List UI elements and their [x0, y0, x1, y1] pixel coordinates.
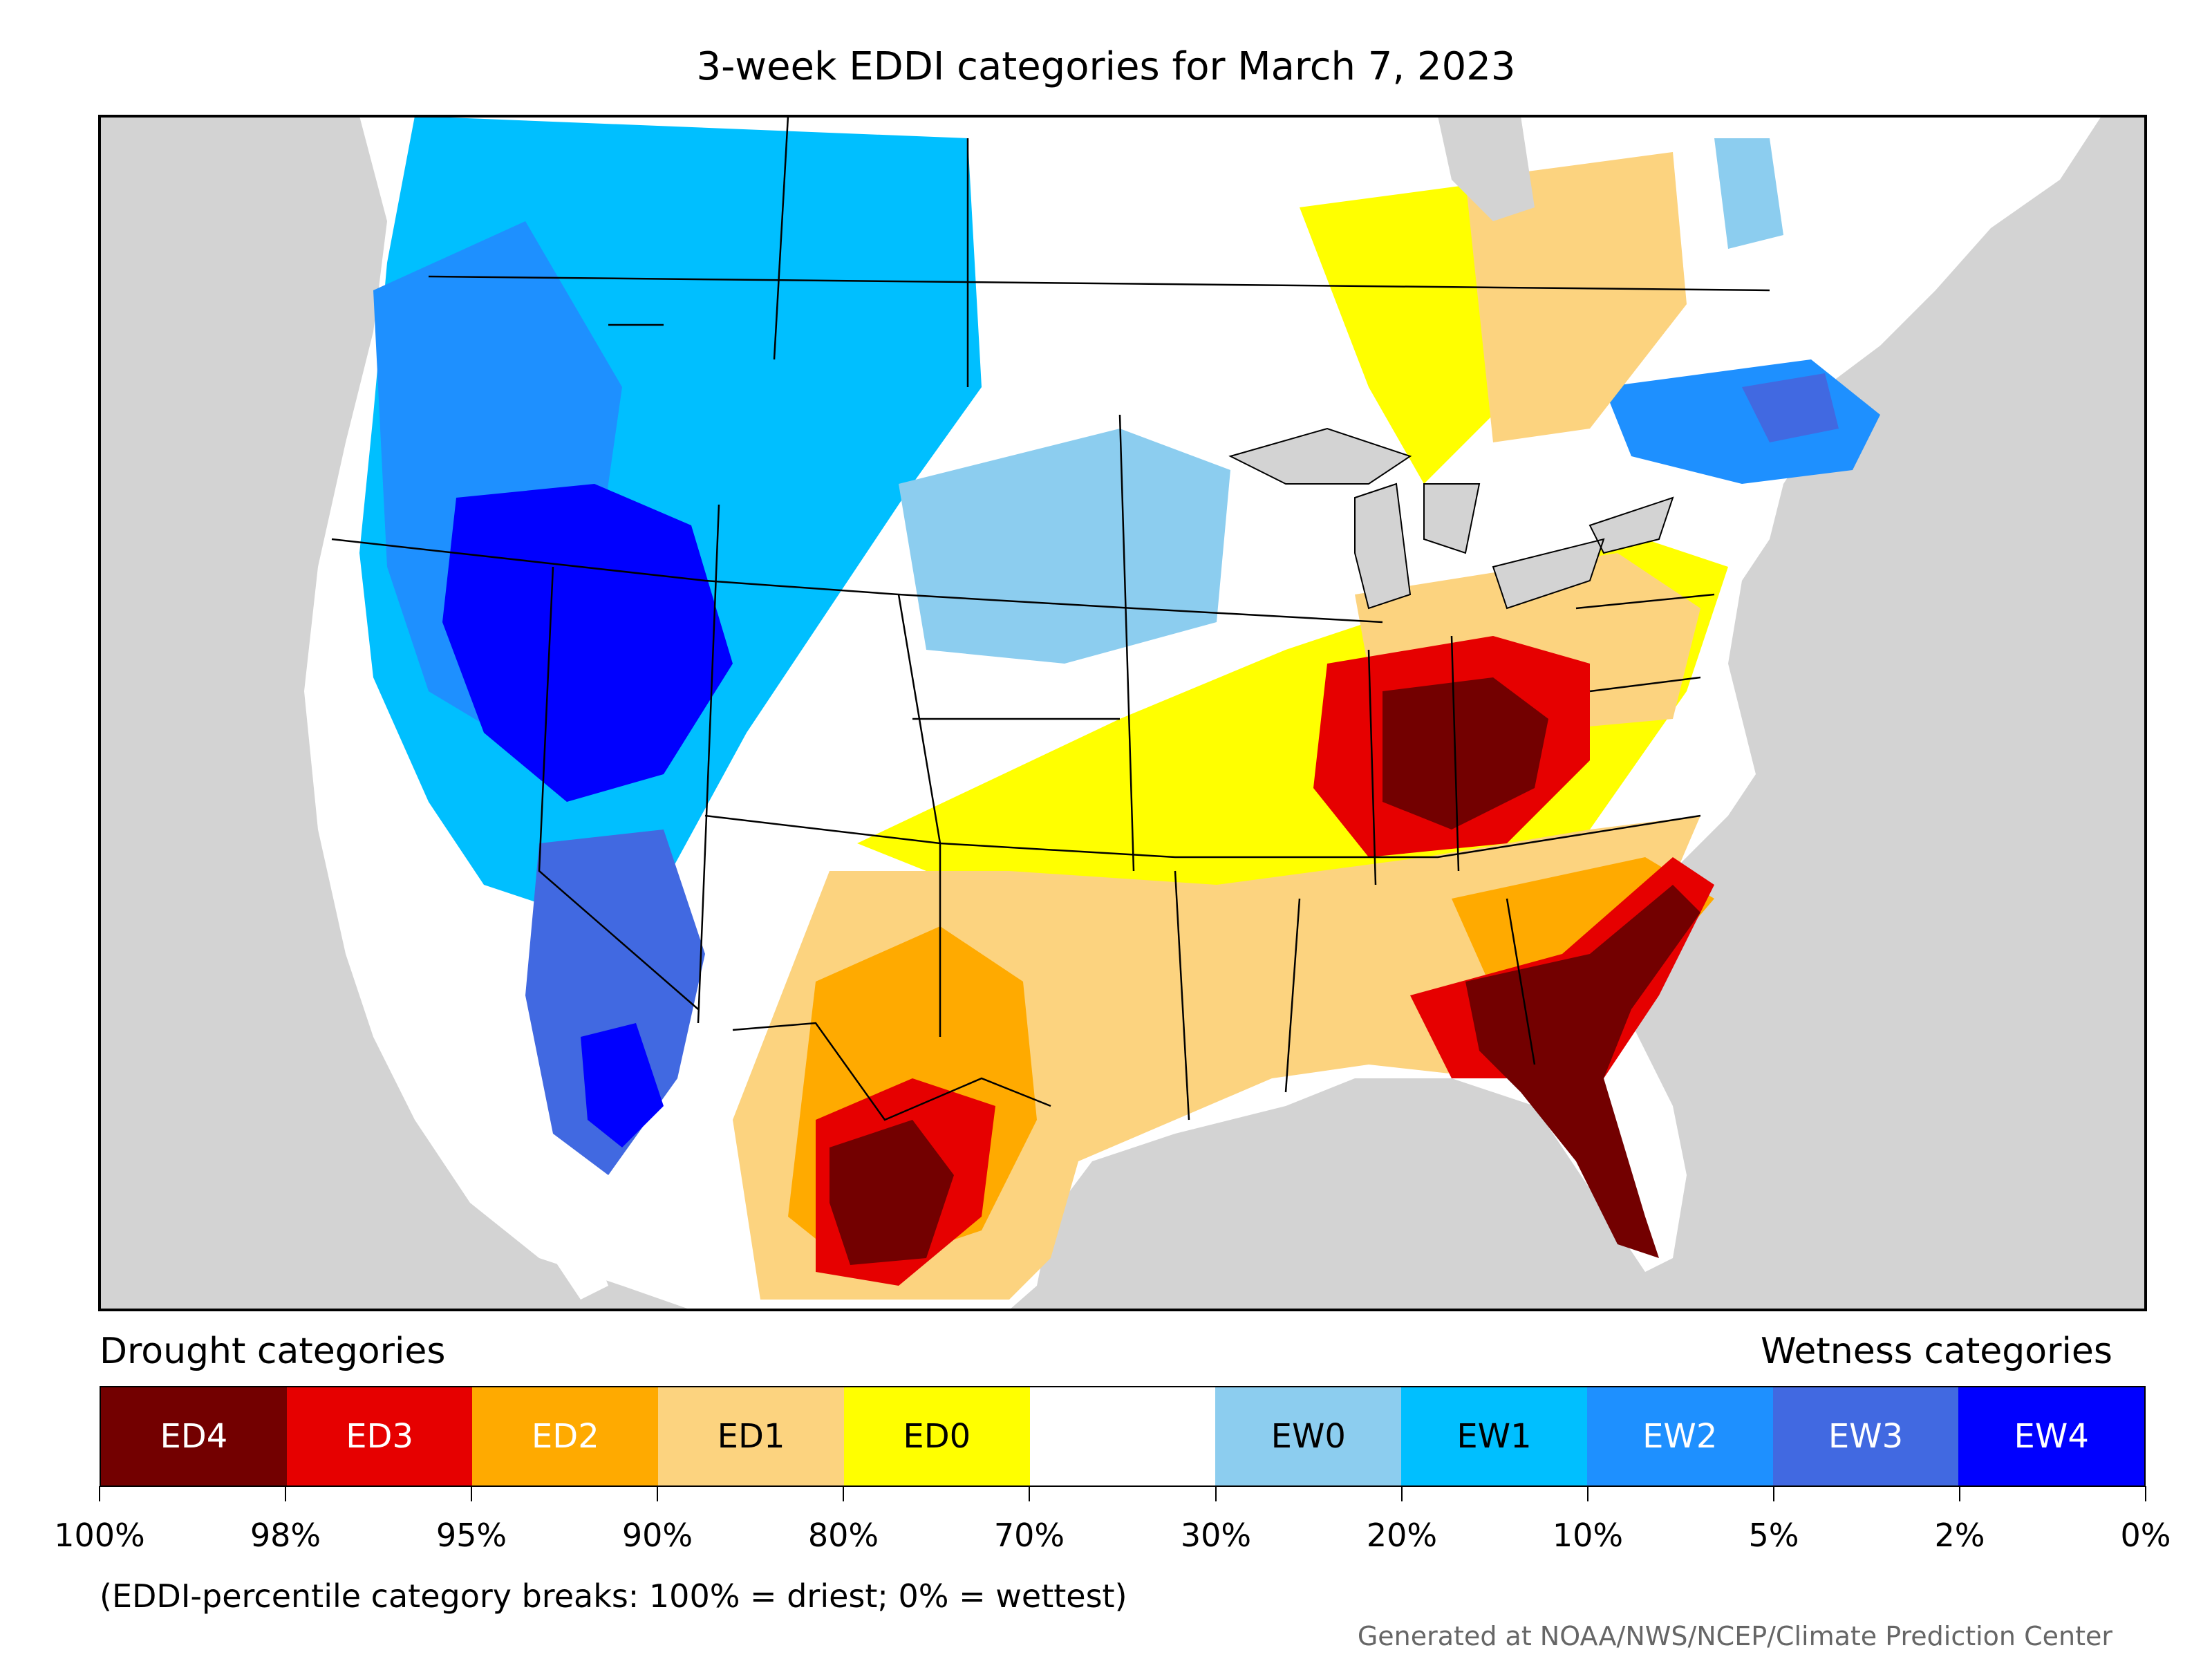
drought-ed1-north	[1465, 152, 1687, 442]
wet-region-quebec	[1714, 138, 1783, 249]
break-label: 98%	[250, 1517, 321, 1554]
break-label: 20%	[1366, 1517, 1438, 1554]
legend-cell-ew3: EW3	[1772, 1387, 1959, 1485]
credit-line: Generated at NOAA/NWS/NCEP/Climate Predi…	[1357, 1621, 2112, 1651]
eddi-map	[98, 115, 2147, 1311]
break-tick	[1773, 1486, 1774, 1501]
wet-region-ne-core	[1742, 373, 1839, 442]
break-label: 0%	[2120, 1517, 2171, 1554]
break-tick	[471, 1486, 472, 1501]
percentile-note: (EDDI-percentile category breaks: 100% =…	[100, 1577, 1127, 1615]
wet-region-sw-core	[581, 1023, 664, 1147]
break-tick	[1029, 1486, 1030, 1501]
great-lakes	[1228, 427, 1674, 610]
state-borders	[331, 116, 1770, 1121]
legend-cell-ed1: ED1	[658, 1387, 844, 1485]
legend-cell-ew2: EW2	[1586, 1387, 1773, 1485]
map-frame	[98, 115, 2147, 1311]
wet-region-southwest	[525, 830, 705, 1175]
break-tick	[1959, 1486, 1960, 1501]
wetness-categories-heading: Wetness categories	[1761, 1331, 2112, 1372]
percentile-breaks: 100% 98% 95% 90% 80% 70% 30% 20% 10% 5% 2% 0%	[54, 1486, 2171, 1569]
legend-cell-ew0: EW0	[1215, 1387, 1402, 1485]
legend-cell-ew4: EW4	[1958, 1387, 2145, 1485]
drought-ed4-southeast	[1465, 885, 1700, 1258]
chart-title: 3-week EDDI categories for March 7, 2023	[696, 44, 1516, 89]
break-label: 90%	[621, 1517, 693, 1554]
legend-cell-ew1: EW1	[1401, 1387, 1587, 1485]
break-label: 5%	[1748, 1517, 1799, 1554]
break-tick	[285, 1486, 286, 1501]
break-label: 100%	[54, 1517, 145, 1554]
break-tick	[99, 1486, 100, 1501]
legend-cell-ed4: ED4	[101, 1387, 287, 1485]
baja-land	[442, 954, 608, 1300]
break-tick	[657, 1486, 658, 1501]
drought-categories-heading: Drought categories	[100, 1331, 446, 1372]
break-tick	[2145, 1486, 2146, 1501]
break-label: 2%	[1934, 1517, 1985, 1554]
break-tick	[1587, 1486, 1588, 1501]
break-label: 10%	[1552, 1517, 1624, 1554]
category-legend: ED4 ED3 ED2 ED1 ED0 EW0 EW1 EW2 EW3 EW4	[100, 1386, 2146, 1487]
legend-cell-ed3: ED3	[286, 1387, 473, 1485]
hudson-bay-fragment	[1438, 116, 1535, 221]
drought-ed4-midwest	[1382, 677, 1548, 830]
break-tick	[1215, 1486, 1217, 1501]
break-tick	[1401, 1486, 1403, 1501]
legend-cell-ed2: ED2	[472, 1387, 659, 1485]
wet-region-north-plains	[899, 429, 1230, 664]
drought-ed4-texas	[830, 1120, 954, 1265]
break-label: 95%	[435, 1517, 507, 1554]
legend-cell-ed0: ED0	[843, 1387, 1030, 1485]
wet-region-great-basin	[442, 484, 733, 802]
break-label: 80%	[807, 1517, 879, 1554]
legend-cell-neutral	[1029, 1387, 1216, 1485]
break-label: 30%	[1180, 1517, 1252, 1554]
break-tick	[843, 1486, 844, 1501]
break-label: 70%	[993, 1517, 1065, 1554]
